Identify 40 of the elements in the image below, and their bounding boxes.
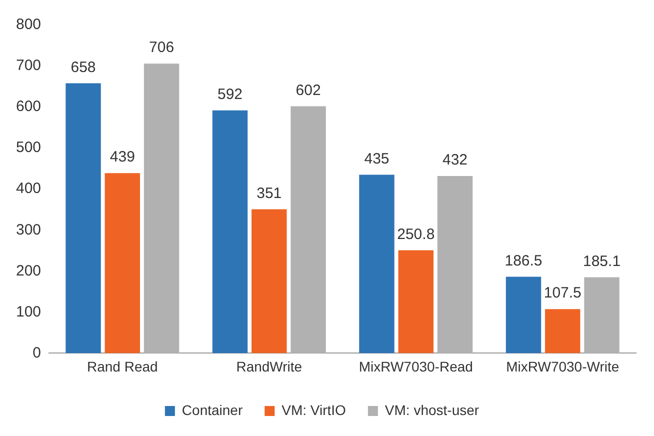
- y-tick-label: 400: [16, 180, 42, 198]
- bar: [437, 176, 473, 354]
- data-label: 602: [296, 82, 321, 99]
- x-tick-label: MixRW7030-Write: [506, 358, 620, 374]
- x-tick-label: Rand Read: [86, 358, 158, 374]
- bar: [506, 276, 542, 354]
- data-label: 351: [256, 184, 282, 202]
- data-label: 107.5: [544, 284, 582, 302]
- y-tick-label: 500: [16, 139, 42, 156]
- data-label: 185.1: [582, 252, 621, 270]
- bar: [359, 174, 394, 354]
- y-tick-label: 200: [16, 262, 42, 280]
- bar: [398, 250, 434, 354]
- legend-label: VM: vhost-user: [384, 402, 480, 418]
- bar: [144, 64, 180, 354]
- y-tick-label: 800: [16, 16, 42, 34]
- bar: [252, 209, 287, 354]
- data-label: 658: [70, 58, 96, 76]
- bar: [545, 309, 580, 354]
- legend-label: Container: [182, 402, 243, 418]
- x-tick-label: MixRW7030-Read: [358, 358, 473, 374]
- y-tick-label: 300: [16, 221, 42, 238]
- y-tick-label: 100: [16, 303, 42, 320]
- data-label: 592: [217, 86, 243, 103]
- bar: [212, 110, 248, 354]
- y-tick-label: 700: [16, 57, 42, 74]
- data-label: 186.5: [504, 252, 542, 270]
- data-label: 435: [364, 150, 390, 168]
- data-label: 439: [110, 148, 135, 166]
- legend-label: VM: VirtIO: [282, 402, 346, 418]
- x-tick-label: RandWrite: [236, 358, 302, 374]
- data-label: 432: [442, 152, 468, 169]
- data-label: 706: [149, 39, 174, 56]
- y-tick-label: 0: [32, 344, 42, 362]
- bar: [104, 173, 140, 354]
- data-label: 250.8: [397, 226, 435, 243]
- bar: [584, 277, 620, 354]
- bar: [290, 106, 326, 354]
- y-tick-label: 600: [16, 98, 42, 116]
- bar: [66, 83, 101, 354]
